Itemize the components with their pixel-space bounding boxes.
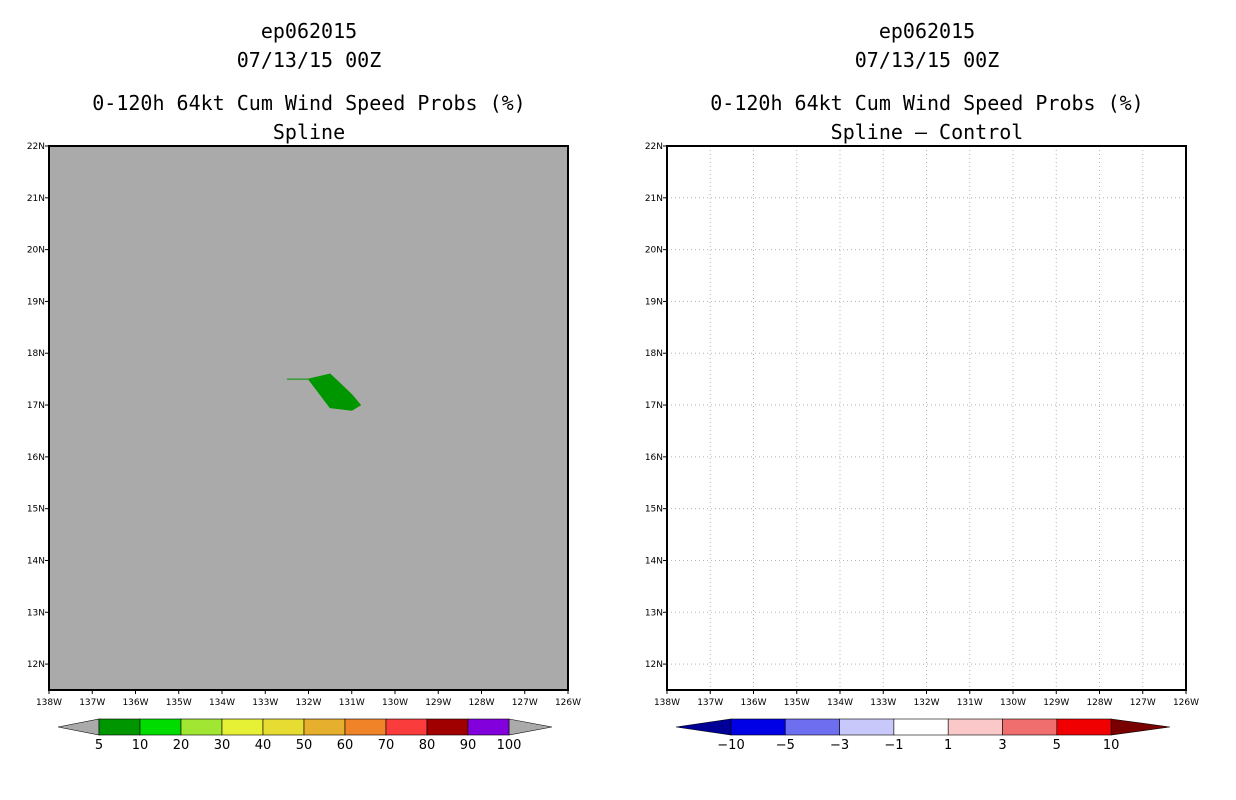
panel1-colorbar-label: 60 [337, 738, 354, 753]
panel1-colorbar-swatch [139, 718, 182, 736]
panel2-x-tick-label: 132W [913, 698, 939, 708]
panel2-colorbar-swatch [784, 718, 840, 736]
panel1-title-line2: 07/13/15 00Z [236, 48, 382, 72]
panel2-y-tick-label: 21N [645, 194, 663, 204]
panel2-colorbar-swatch [839, 718, 895, 736]
panel2-y-tick-label: 22N [645, 142, 663, 152]
panel2-x-tick-label: 127W [1130, 698, 1156, 708]
panel1-y-tick-label: 20N [27, 246, 45, 256]
panel2-x-tick-label: 134W [827, 698, 853, 708]
panel1-colorbar-label: 10 [132, 738, 149, 753]
panel1-colorbar-label: 5 [95, 738, 103, 753]
panel2-colorbar-label: 10 [1103, 738, 1120, 753]
panel1-colorbar-label: 40 [255, 738, 272, 753]
panel2-colorbar-label: −1 [884, 738, 903, 753]
panel1-y-tick-label: 16N [27, 453, 45, 463]
panel1-colorbar-high-arrow [508, 718, 553, 736]
panel2-colorbar-label: 5 [1053, 738, 1061, 753]
panel1-colorbar-label: 20 [173, 738, 190, 753]
panel2-x-tick-label: 135W [784, 698, 810, 708]
panel2-x-tick-label: 128W [1086, 698, 1112, 708]
panel2-colorbar-label: −5 [776, 738, 795, 753]
panel1-colorbar-swatch [385, 718, 428, 736]
panel2-y-tick-label: 19N [645, 297, 663, 307]
panel1-prob-region [286, 373, 362, 411]
panel1-colorbar-low-arrow [57, 718, 100, 736]
panel2-title-line3: 0-120h 64kt Cum Wind Speed Probs (%) [710, 91, 1144, 115]
panel2-colorbar-label: 1 [944, 738, 952, 753]
panel1-y-tick-label: 13N [27, 608, 45, 618]
panel2-title-line1: ep062015 [878, 19, 976, 43]
panel2-colorbar-swatch [1056, 718, 1112, 736]
panel2-y-tick-label: 14N [645, 556, 663, 566]
panel1-x-tick-label: 132W [295, 698, 321, 708]
panel1-x-tick-label: 130W [382, 698, 408, 708]
panel1-colorbar-swatch [467, 718, 510, 736]
panel1-plot-area [49, 146, 568, 690]
panel1-x-tick-label: 126W [555, 698, 581, 708]
panel2-colorbar-swatch [1002, 718, 1058, 736]
panel1-x-tick-label: 129W [425, 698, 451, 708]
panel2-colorbar-swatch [730, 718, 786, 736]
panel1-y-tick-label: 12N [27, 660, 45, 670]
panel1-x-tick-label: 135W [166, 698, 192, 708]
panel1-title-line1: ep062015 [260, 19, 358, 43]
panel1-x-tick-label: 134W [209, 698, 235, 708]
panel2-y-tick-label: 16N [645, 453, 663, 463]
panel1-colorbar-label: 80 [419, 738, 436, 753]
panel1-colorbar-swatch [426, 718, 469, 736]
panel1-x-tick-label: 133W [252, 698, 278, 708]
panel1-y-tick-label: 18N [27, 349, 45, 359]
panel1-y-tick-label: 19N [27, 297, 45, 307]
panel1-y-tick-label: 22N [27, 142, 45, 152]
panel2-y-tick-label: 12N [645, 660, 663, 670]
panel1-y-tick-label: 21N [27, 194, 45, 204]
panel2-colorbar-label: −10 [717, 738, 744, 753]
panel1-subtitle: Spline [272, 120, 346, 144]
panel1-colorbar-label: 50 [296, 738, 313, 753]
panel2-colorbar-high-arrow [1110, 718, 1171, 736]
panel2-y-tick-label: 18N [645, 349, 663, 359]
panel1-colorbar-swatch [180, 718, 223, 736]
panel2-x-tick-label: 133W [870, 698, 896, 708]
panel2-colorbar-label: 3 [998, 738, 1006, 753]
panel1-x-tick-label: 138W [36, 698, 62, 708]
panel2-x-tick-label: 130W [1000, 698, 1026, 708]
panel1-y-tick-label: 14N [27, 556, 45, 566]
panel1-x-tick-label: 127W [512, 698, 538, 708]
panel2-x-tick-label: 138W [654, 698, 680, 708]
panel2-colorbar-swatch [947, 718, 1003, 736]
panel1-colorbar-swatch [98, 718, 141, 736]
panel2-y-tick-label: 20N [645, 246, 663, 256]
panel2-y-tick-label: 13N [645, 608, 663, 618]
panel1-colorbar-label: 90 [460, 738, 477, 753]
panel2-colorbar-label: −3 [830, 738, 849, 753]
panel1-colorbar-swatch [262, 718, 305, 736]
panel2-subtitle: Spline – Control [830, 120, 1024, 144]
panel2-x-tick-label: 136W [740, 698, 766, 708]
panel1-colorbar-label: 100 [497, 738, 522, 753]
panel1-title-line3: 0-120h 64kt Cum Wind Speed Probs (%) [92, 91, 526, 115]
panel2-title-line2: 07/13/15 00Z [854, 48, 1000, 72]
panel1-colorbar-swatch [221, 718, 264, 736]
panel1-x-tick-label: 131W [339, 698, 365, 708]
panel2-x-tick-label: 126W [1173, 698, 1199, 708]
panel1-y-tick-label: 17N [27, 401, 45, 411]
panel2-colorbar-low-arrow [675, 718, 732, 736]
panel2-x-tick-label: 129W [1043, 698, 1069, 708]
panel2-y-tick-label: 17N [645, 401, 663, 411]
panel2-x-tick-label: 131W [957, 698, 983, 708]
panel1-y-tick-label: 15N [27, 505, 45, 515]
panel2-colorbar-swatch [893, 718, 949, 736]
panel1-x-tick-label: 128W [468, 698, 494, 708]
panel1-x-tick-label: 137W [79, 698, 105, 708]
panel1-colorbar-swatch [303, 718, 346, 736]
panel1-colorbar-label: 30 [214, 738, 231, 753]
panel2-x-tick-label: 137W [697, 698, 723, 708]
panel1-colorbar-label: 70 [378, 738, 395, 753]
panel1-x-tick-label: 136W [122, 698, 148, 708]
panel2-y-tick-label: 15N [645, 505, 663, 515]
panel1-colorbar-swatch [344, 718, 387, 736]
